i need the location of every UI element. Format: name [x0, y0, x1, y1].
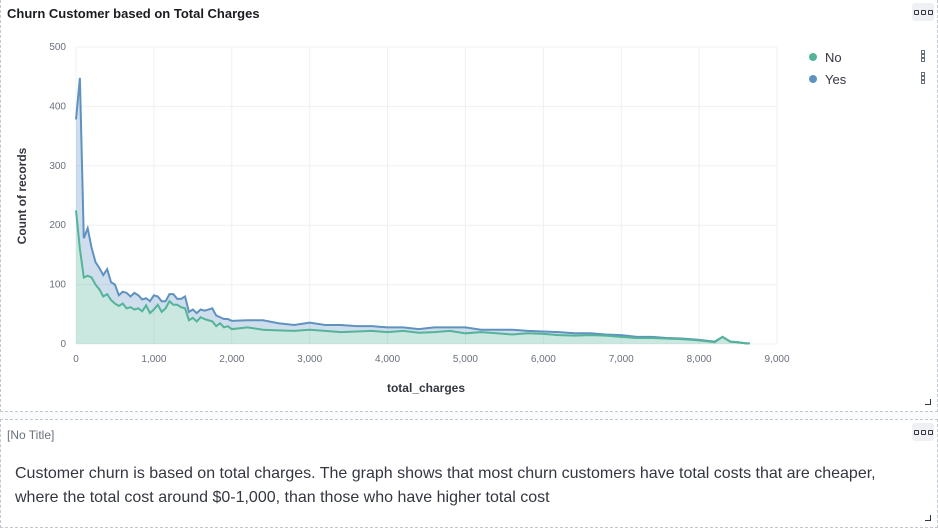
- area-chart[interactable]: 0 1,000 2,000 3,000 4,000 5,000 6,000 7,000 8,00…: [1, 0, 938, 412]
- legend-dot-icon: [809, 53, 817, 61]
- x-tick-label: 5,000: [453, 354, 478, 365]
- chart-panel-options-button[interactable]: [912, 3, 934, 21]
- resize-handle-icon[interactable]: [925, 515, 931, 521]
- x-tick-label: 0: [73, 354, 79, 365]
- chart-legend: No Yes: [807, 46, 927, 90]
- chart-panel: Churn Customer based on Total Charges 0 1…: [0, 0, 938, 412]
- y-tick-label: 400: [49, 101, 66, 112]
- x-tick-label: 1,000: [141, 354, 166, 365]
- x-tick-label: 7,000: [609, 354, 634, 365]
- chart-panel-title: Churn Customer based on Total Charges: [7, 6, 260, 21]
- legend-label: No: [825, 49, 842, 65]
- x-tick-label: 4,000: [375, 354, 400, 365]
- markdown-panel: [No Title] Customer churn is based on to…: [0, 419, 938, 528]
- legend-label: Yes: [825, 71, 847, 87]
- x-tick-label: 9,000: [764, 354, 789, 365]
- x-tick-label: 3,000: [297, 354, 322, 365]
- y-tick-label: 500: [49, 42, 66, 53]
- series-line-yes[interactable]: [75, 77, 750, 345]
- series-line-no[interactable]: [75, 210, 750, 345]
- y-tick-label: 0: [60, 339, 66, 350]
- area-no[interactable]: [76, 210, 750, 344]
- options-dot-icon: [920, 9, 926, 15]
- y-tick-label: 300: [49, 161, 66, 172]
- markdown-panel-options-button[interactable]: [912, 423, 934, 441]
- x-tick-label: 6,000: [531, 354, 556, 365]
- x-tick-label: 8,000: [687, 354, 712, 365]
- options-dot-icon: [927, 9, 933, 15]
- legend-item-no[interactable]: No: [807, 46, 927, 68]
- area-yes[interactable]: [76, 77, 750, 344]
- resize-handle-icon[interactable]: [925, 399, 931, 405]
- markdown-body-text: Customer churn is based on total charges…: [15, 465, 876, 506]
- x-tick-label: 2,000: [219, 354, 244, 365]
- x-axis-title: total_charges: [387, 381, 465, 395]
- options-dot-icon: [913, 9, 919, 15]
- legend-item-yes[interactable]: Yes: [807, 68, 927, 90]
- y-axis-title: Count of records: [15, 147, 29, 244]
- options-dot-icon: [913, 429, 919, 435]
- markdown-panel-title: [No Title]: [7, 428, 55, 442]
- options-dot-icon: [920, 429, 926, 435]
- legend-options-icon[interactable]: [921, 72, 925, 84]
- legend-options-icon[interactable]: [921, 50, 925, 62]
- options-dot-icon: [927, 429, 933, 435]
- y-tick-label: 100: [49, 280, 66, 291]
- legend-dot-icon: [809, 75, 817, 83]
- y-tick-label: 200: [49, 220, 66, 231]
